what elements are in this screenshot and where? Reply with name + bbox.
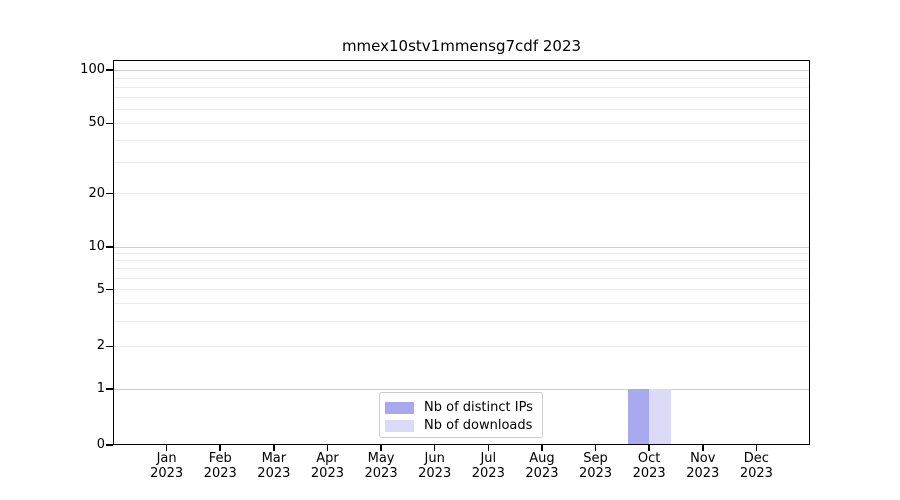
- x-tick-mark: [755, 445, 758, 451]
- y-tick-mark: [106, 69, 113, 71]
- x-tick-label-year: 2023: [739, 466, 773, 481]
- legend-swatch-distinct-ips: [385, 401, 414, 414]
- gridline-major: [113, 69, 810, 71]
- x-tick-label-month: Mar: [261, 451, 287, 466]
- gridline-minor: [113, 320, 810, 322]
- y-tick-mark: [106, 444, 113, 446]
- x-tick-label-year: 2023: [471, 466, 505, 481]
- y-tick-mark: [106, 122, 113, 125]
- gridline-minor: [113, 278, 810, 279]
- x-tick-label: May 2023: [351, 451, 411, 481]
- x-tick-label-month: Jun: [424, 451, 445, 466]
- x-tick-label: Nov 2023: [673, 451, 733, 481]
- x-tick-label: Apr 2023: [297, 451, 357, 481]
- gridline-minor: [113, 268, 810, 270]
- legend: Nb of distinct IPs Nb of downloads: [379, 392, 543, 438]
- y-tick-mark: [106, 246, 113, 248]
- x-tick-label-month: Dec: [743, 451, 769, 466]
- gridline-minor: [113, 260, 810, 262]
- y-tick-label: 0: [96, 437, 105, 452]
- x-tick-label-year: 2023: [686, 466, 720, 481]
- x-tick-label-month: Aug: [529, 451, 555, 466]
- x-tick-label-year: 2023: [632, 466, 666, 481]
- bar-layer: [113, 60, 810, 445]
- x-tick-mark: [380, 445, 382, 451]
- x-tick-label: Aug 2023: [512, 451, 572, 481]
- x-tick-label-year: 2023: [578, 466, 613, 481]
- y-tick-mark: [106, 192, 113, 195]
- gridline-minor: [113, 289, 810, 291]
- y-tick-label: 1: [96, 381, 105, 396]
- legend-swatch-downloads: [385, 419, 414, 432]
- gridline-minor: [113, 345, 810, 347]
- gridline-minor: [113, 96, 810, 98]
- x-tick-mark: [594, 445, 597, 451]
- y-tick-label: 100: [80, 62, 105, 77]
- x-tick-mark: [541, 445, 543, 451]
- x-tick-mark: [648, 445, 650, 451]
- x-tick-label-year: 2023: [310, 466, 344, 481]
- x-tick-mark: [433, 445, 436, 451]
- grid-layer: [113, 60, 810, 445]
- x-tick-label-year: 2023: [364, 466, 398, 481]
- gridline-minor: [113, 139, 810, 141]
- bar-nb-of-distinct-ips: [627, 389, 650, 445]
- bar-nb-of-downloads: [649, 389, 671, 445]
- x-tick-mark: [702, 445, 704, 451]
- gridline-major: [113, 246, 810, 248]
- x-tick-label-month: Jan: [156, 451, 177, 466]
- gridline-minor: [113, 252, 810, 254]
- y-tick-label: 50: [88, 115, 105, 131]
- chart-title: mmex10stv1mmensg7cdf 2023: [341, 37, 582, 55]
- x-tick-mark: [487, 445, 490, 451]
- x-tick-label-month: May: [367, 451, 395, 466]
- gridline-minor: [113, 122, 810, 124]
- x-tick-label: Jan 2023: [137, 451, 197, 481]
- x-tick-label-month: Apr: [316, 451, 339, 466]
- gridline-minor: [113, 193, 810, 195]
- gridline-minor: [113, 108, 810, 110]
- legend-row-distinct-ips: Nb of distinct IPs: [385, 399, 542, 416]
- x-tick-label-year: 2023: [203, 466, 237, 481]
- x-tick-label: Oct 2023: [619, 451, 679, 481]
- x-tick-label-year: 2023: [418, 466, 452, 481]
- x-tick-label-month: Sep: [583, 451, 608, 466]
- x-tick-mark: [219, 445, 221, 451]
- gridline-minor: [113, 303, 810, 304]
- x-tick-label: Jul 2023: [458, 451, 518, 481]
- x-tick-label-year: 2023: [257, 466, 291, 481]
- x-tick-label: Dec 2023: [726, 451, 786, 481]
- y-tick-label: 5: [96, 281, 105, 297]
- x-tick-label: Mar 2023: [244, 451, 304, 481]
- y-tick-mark: [106, 388, 113, 390]
- gridline-major: [113, 388, 810, 390]
- y-tick-label: 10: [88, 239, 105, 254]
- y-tick-mark: [106, 288, 113, 291]
- legend-label-downloads: Nb of downloads: [424, 418, 533, 433]
- x-tick-label-month: Jul: [480, 451, 497, 466]
- x-tick-label-month: Oct: [637, 451, 661, 466]
- gridline-minor: [113, 162, 810, 164]
- gridline-minor: [113, 86, 810, 88]
- legend-row-downloads: Nb of downloads: [385, 417, 542, 434]
- x-tick-label-month: Nov: [690, 451, 716, 466]
- x-tick-label: Feb 2023: [190, 451, 250, 481]
- x-tick-label: Jun 2023: [405, 451, 465, 481]
- y-tick-label: 20: [88, 185, 105, 201]
- x-tick-mark: [326, 445, 329, 451]
- y-tick-mark: [106, 345, 113, 347]
- x-tick-label-year: 2023: [150, 466, 184, 481]
- x-tick-label-year: 2023: [525, 466, 559, 481]
- x-tick-mark: [273, 445, 275, 451]
- x-tick-mark: [165, 445, 168, 451]
- x-tick-label-month: Feb: [208, 451, 232, 466]
- gridline-minor: [113, 77, 810, 79]
- y-tick-label: 2: [96, 338, 105, 354]
- x-tick-label: Sep 2023: [566, 451, 626, 481]
- legend-label-distinct-ips: Nb of distinct IPs: [424, 400, 533, 415]
